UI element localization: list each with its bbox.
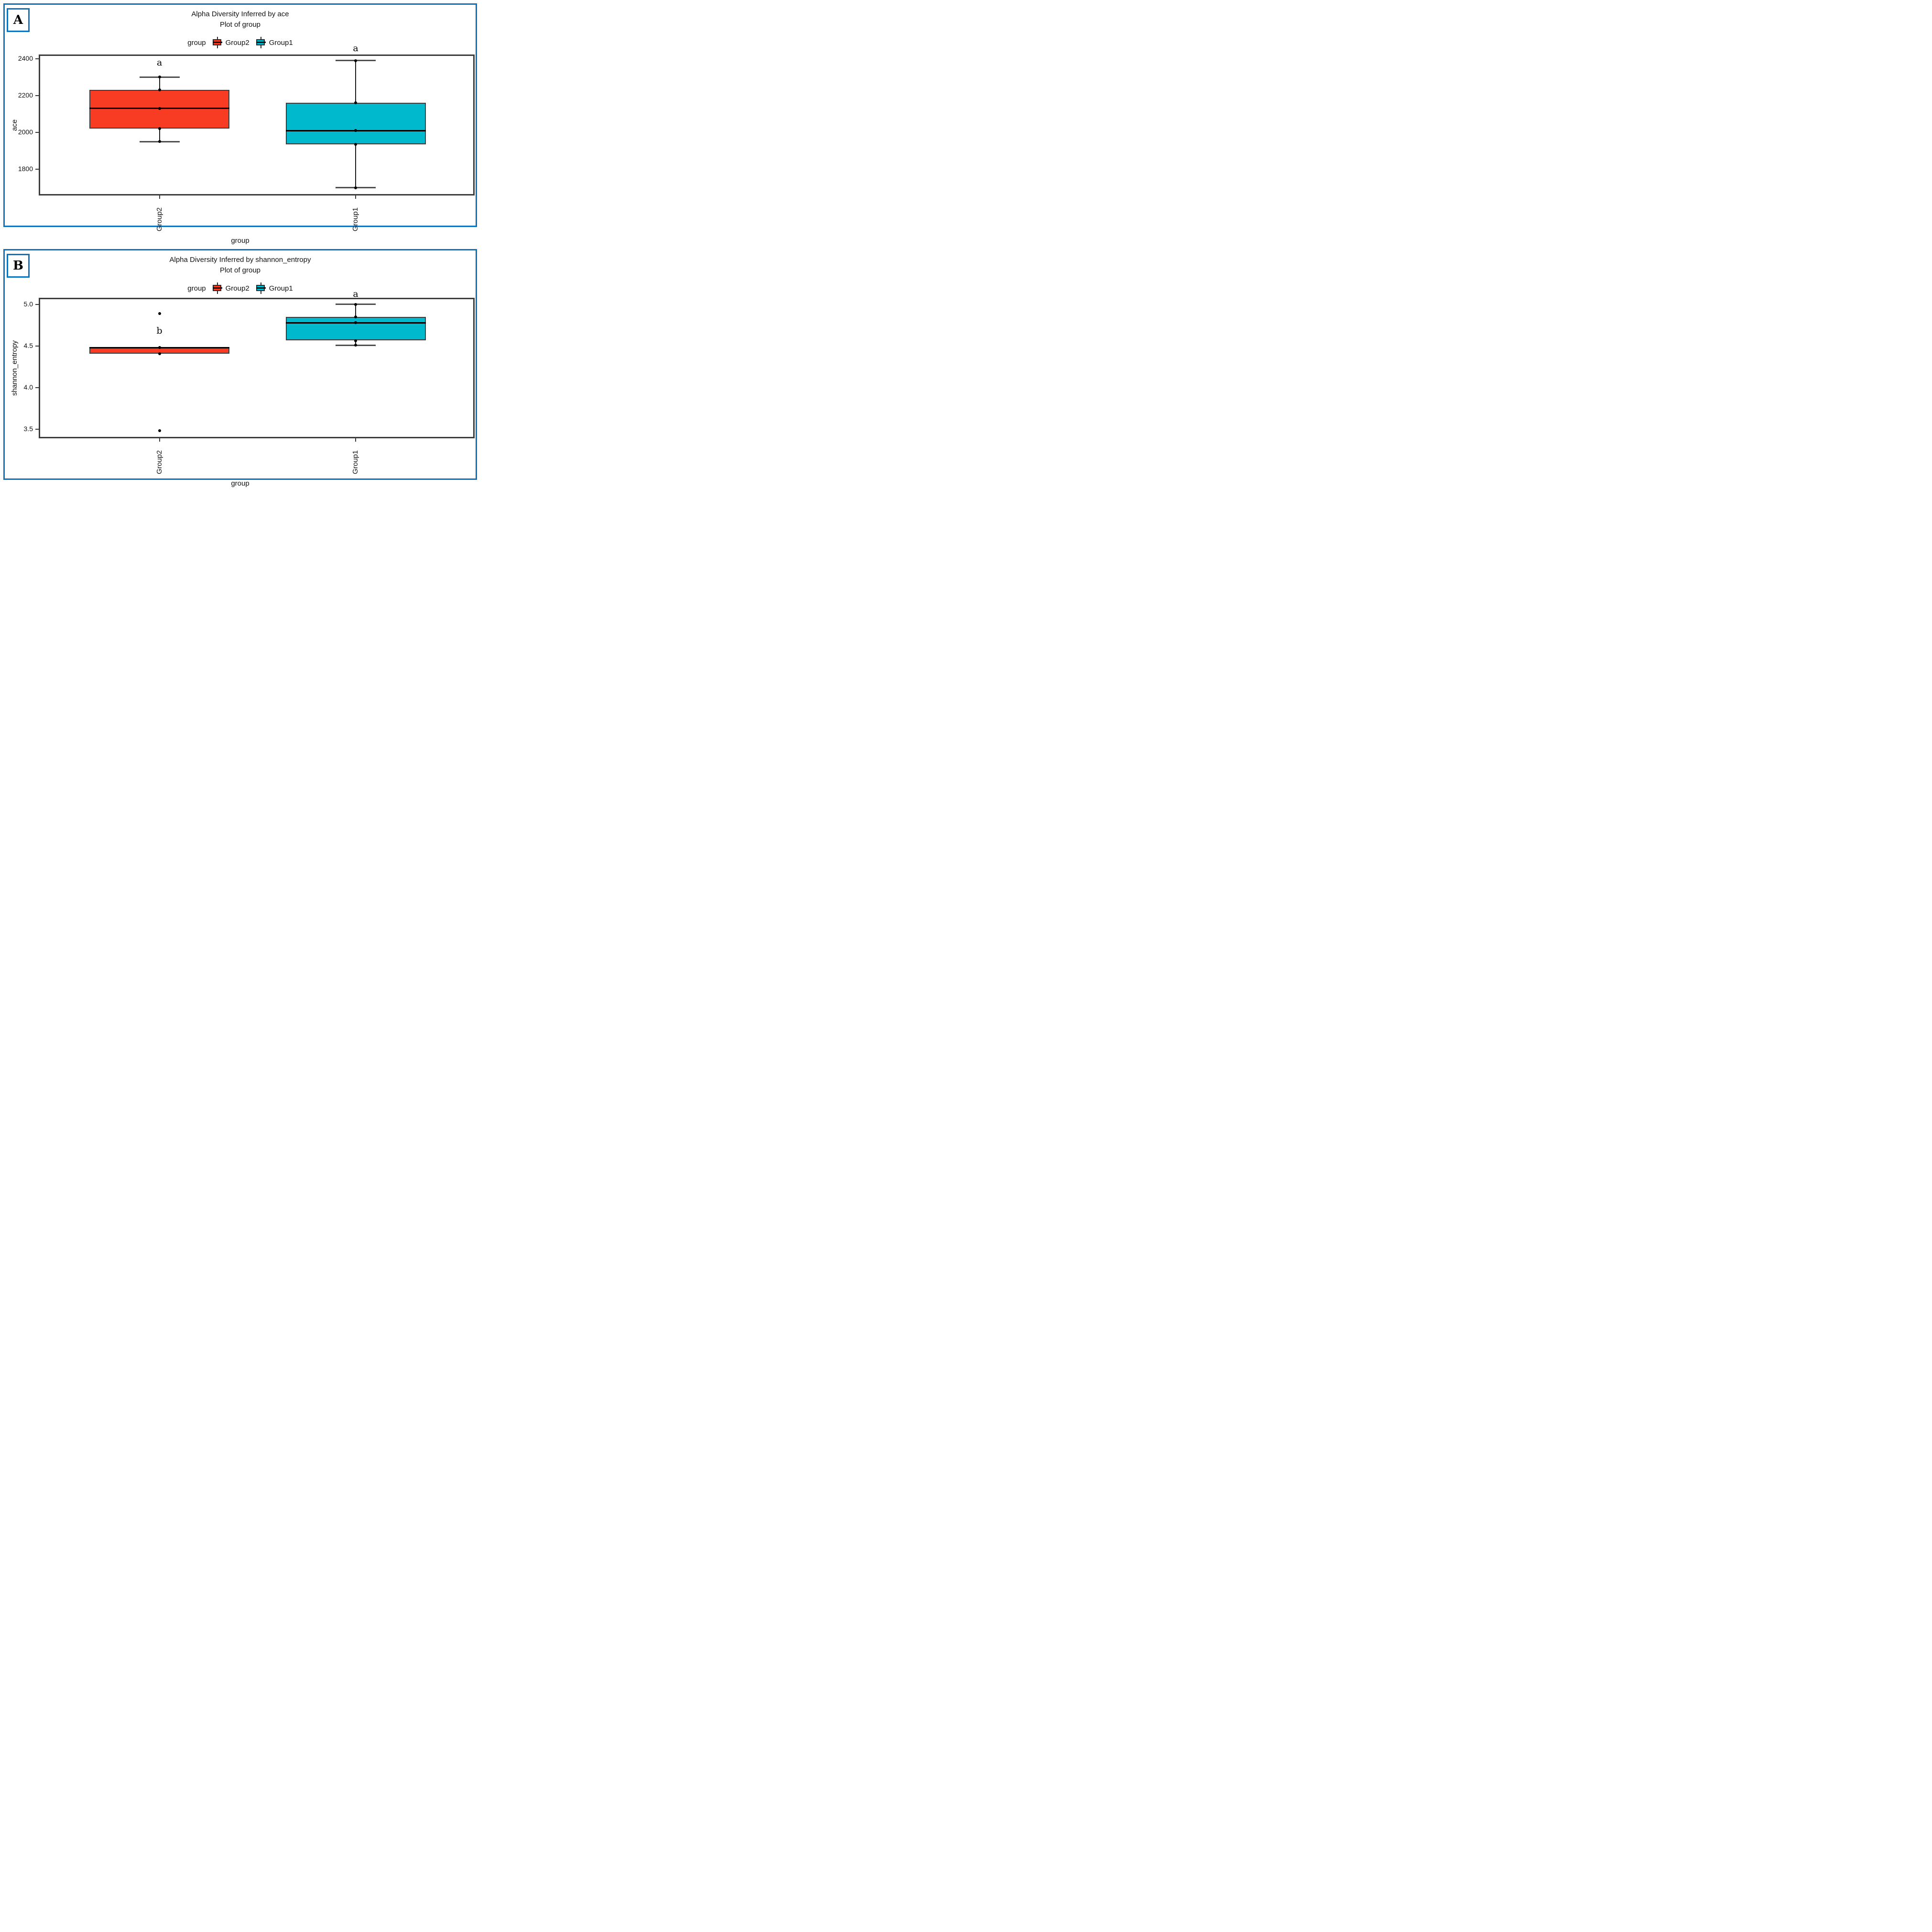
legend-item-group2: Group2 [212,282,250,294]
x-category-label: Group2 [155,450,163,474]
chart-subtitle: Plot of group [219,266,261,274]
legend-title: group [187,284,206,293]
legend-item-group1: Group1 [256,37,293,48]
panel-label-text: A [13,13,23,27]
chart-title: Alpha Diversity Inferred by ace [191,10,289,18]
data-point [158,76,161,79]
key-med [212,287,222,289]
data-point [354,339,358,343]
data-point [354,344,358,347]
outlier-point [158,429,161,433]
y-tick [35,58,39,59]
legend: group Group2 Group1 [5,37,476,48]
legend-title: group [187,38,206,47]
x-tick [355,438,357,442]
whisker [355,340,357,346]
data-point [354,143,358,146]
panel-B: B Alpha Diversity Inferred by shannon_en… [3,249,477,488]
whisker [159,129,160,142]
boxplot-key-icon [256,37,266,48]
x-axis-title: group [231,479,250,488]
data-point [354,315,358,318]
y-tick [35,95,39,96]
y-tick [35,132,39,133]
legend-label: Group2 [225,284,250,293]
data-point [158,127,161,130]
data-point [158,346,161,349]
plot-area: 2400 2200 2000 1800 Group2 a Group1 a [5,5,476,231]
y-axis-title: ace [11,119,19,131]
y-tick-label: 3.5 [23,424,33,433]
panel-A: A Alpha Diversity Inferred by ace Plot o… [3,3,477,245]
legend-item-group1: Group1 [256,282,293,294]
y-tick-label: 2400 [18,54,33,62]
x-category-label: Group1 [351,450,360,474]
y-tick-label: 4.5 [23,341,33,349]
y-tick [35,345,39,347]
panel-label-text: B [13,259,23,273]
panel-label-A: A [7,8,30,32]
outlier-point [158,312,161,315]
sig-letter: a [156,57,163,68]
legend-label: Group2 [225,38,250,47]
whisker [159,77,160,90]
data-point [354,303,358,306]
legend-label: Group1 [269,38,293,47]
data-point [354,186,358,189]
y-tick [35,428,39,430]
y-tick-label: 5.0 [23,300,33,308]
chart-header: Alpha Diversity Inferred by ace Plot of … [5,5,476,48]
plot-frame [39,298,475,438]
plot-area: 5.0 4.5 4.0 3.5 Group2 b Group1 a [5,250,476,478]
y-tick [35,387,39,388]
whisker [355,144,357,188]
boxplot-key-icon [212,37,222,48]
legend-item-group2: Group2 [212,37,250,48]
y-tick [35,304,39,305]
data-point [354,101,358,105]
whisker [355,60,357,103]
sig-letter: b [156,325,163,336]
sig-letter: a [353,289,358,300]
legend: group Group2 Group1 [5,282,476,294]
data-point [354,321,358,325]
y-tick-label: 1800 [18,165,33,173]
data-point [158,88,161,92]
y-tick-label: 2000 [18,128,33,136]
plot-frame [39,54,475,195]
sig-letter: a [353,43,358,54]
boxplot-key-icon [212,282,222,294]
key-med [256,42,266,43]
legend-label: Group1 [269,284,293,293]
key-med [256,287,266,289]
box [285,103,426,145]
x-tick [159,438,160,442]
x-tick [159,195,160,199]
chart-subtitle: Plot of group [219,21,261,29]
chart-title: Alpha Diversity Inferred by shannon_entr… [169,256,311,264]
y-tick-label: 4.0 [23,383,33,391]
box [285,317,426,340]
y-tick-label: 2200 [18,91,33,99]
x-axis-title: group [231,237,250,245]
y-tick [35,169,39,170]
data-point [354,129,358,132]
data-point [158,352,161,355]
panel-label-B: B [7,254,30,278]
chart-header: Alpha Diversity Inferred by shannon_entr… [5,250,476,294]
data-point [158,140,161,143]
data-point [158,107,161,110]
x-category-label: Group2 [155,207,163,231]
x-tick [355,195,357,199]
data-point [354,59,358,62]
x-category-label: Group1 [351,207,360,231]
whisker [355,304,357,317]
y-axis-title: shannon_entropy [11,340,19,396]
key-med [212,42,222,43]
boxplot-key-icon [256,282,266,294]
